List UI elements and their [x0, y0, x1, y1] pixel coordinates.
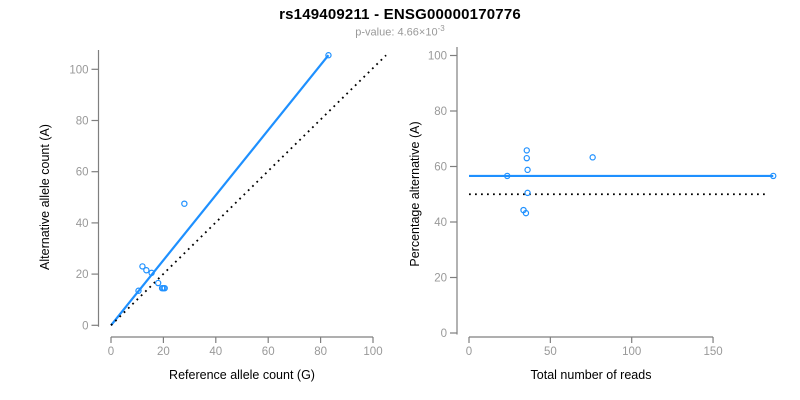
y-tick-label: 80	[434, 106, 447, 118]
y-tick-label: 40	[76, 218, 89, 230]
data-point	[523, 147, 530, 154]
x-tick-label: 20	[157, 346, 170, 358]
x-tick-label: 0	[466, 346, 472, 358]
scatter-panel-right: 0 50 100 150 0 20 40 60 80 100 Total number of rea…	[408, 47, 777, 382]
x-tick-label: 40	[209, 346, 222, 358]
data-point	[181, 200, 188, 207]
x-tick-label: 100	[622, 346, 641, 358]
times-sign: ×	[418, 26, 426, 39]
y-tick-label: 60	[434, 162, 447, 174]
pvalue-subtitle: p-value: 4.66×10-3	[0, 24, 800, 39]
y-tick-label: 20	[76, 269, 89, 281]
fitted-ratio-line	[110, 54, 330, 326]
data-point	[523, 154, 530, 162]
data-point	[504, 172, 511, 180]
data-point	[154, 279, 162, 287]
data-point	[589, 154, 596, 161]
exponent-base: 10	[425, 26, 438, 39]
data-point	[770, 172, 777, 180]
data-point	[161, 284, 168, 292]
x-tick-label: 60	[262, 346, 275, 358]
data-point	[524, 189, 531, 197]
y-tick-label: 100	[69, 64, 88, 76]
x-tick-label: 80	[314, 346, 327, 358]
scatter-panel-left: 0 20 40 60 80 100 0 20 40 60 80 100 Reference allele…	[38, 50, 387, 382]
data-point	[139, 263, 146, 270]
data-point	[135, 287, 142, 294]
y-tick-label: 40	[434, 217, 447, 229]
x-axis-title: Reference allele count (G)	[169, 368, 315, 382]
pvalue-text: p-value: 4.66	[355, 26, 419, 39]
y-tick-label: 100	[428, 51, 447, 63]
x-tick-label: 0	[108, 346, 114, 358]
y-axis-title: Alternative allele count (A)	[38, 124, 52, 270]
x-axis-title: Total number of reads	[531, 368, 652, 382]
y-tick-label: 20	[434, 273, 447, 285]
data-point	[524, 166, 531, 174]
identity-line	[110, 54, 387, 326]
y-axis-title: Percentage alternative (A)	[408, 121, 422, 266]
x-tick-label: 50	[544, 346, 557, 358]
y-tick-label: 80	[76, 116, 89, 128]
exponent-value: -3	[437, 24, 445, 33]
x-tick-label: 100	[363, 346, 382, 358]
data-point	[148, 269, 155, 277]
page-title: rs149409211 - ENSG00000170776	[279, 6, 521, 23]
data-point	[522, 209, 530, 217]
y-tick-label: 60	[76, 167, 89, 179]
y-tick-label: 0	[441, 328, 447, 340]
data-point	[325, 52, 332, 59]
y-tick-label: 0	[82, 320, 88, 332]
data-point	[143, 267, 150, 274]
x-tick-label: 150	[703, 346, 722, 358]
